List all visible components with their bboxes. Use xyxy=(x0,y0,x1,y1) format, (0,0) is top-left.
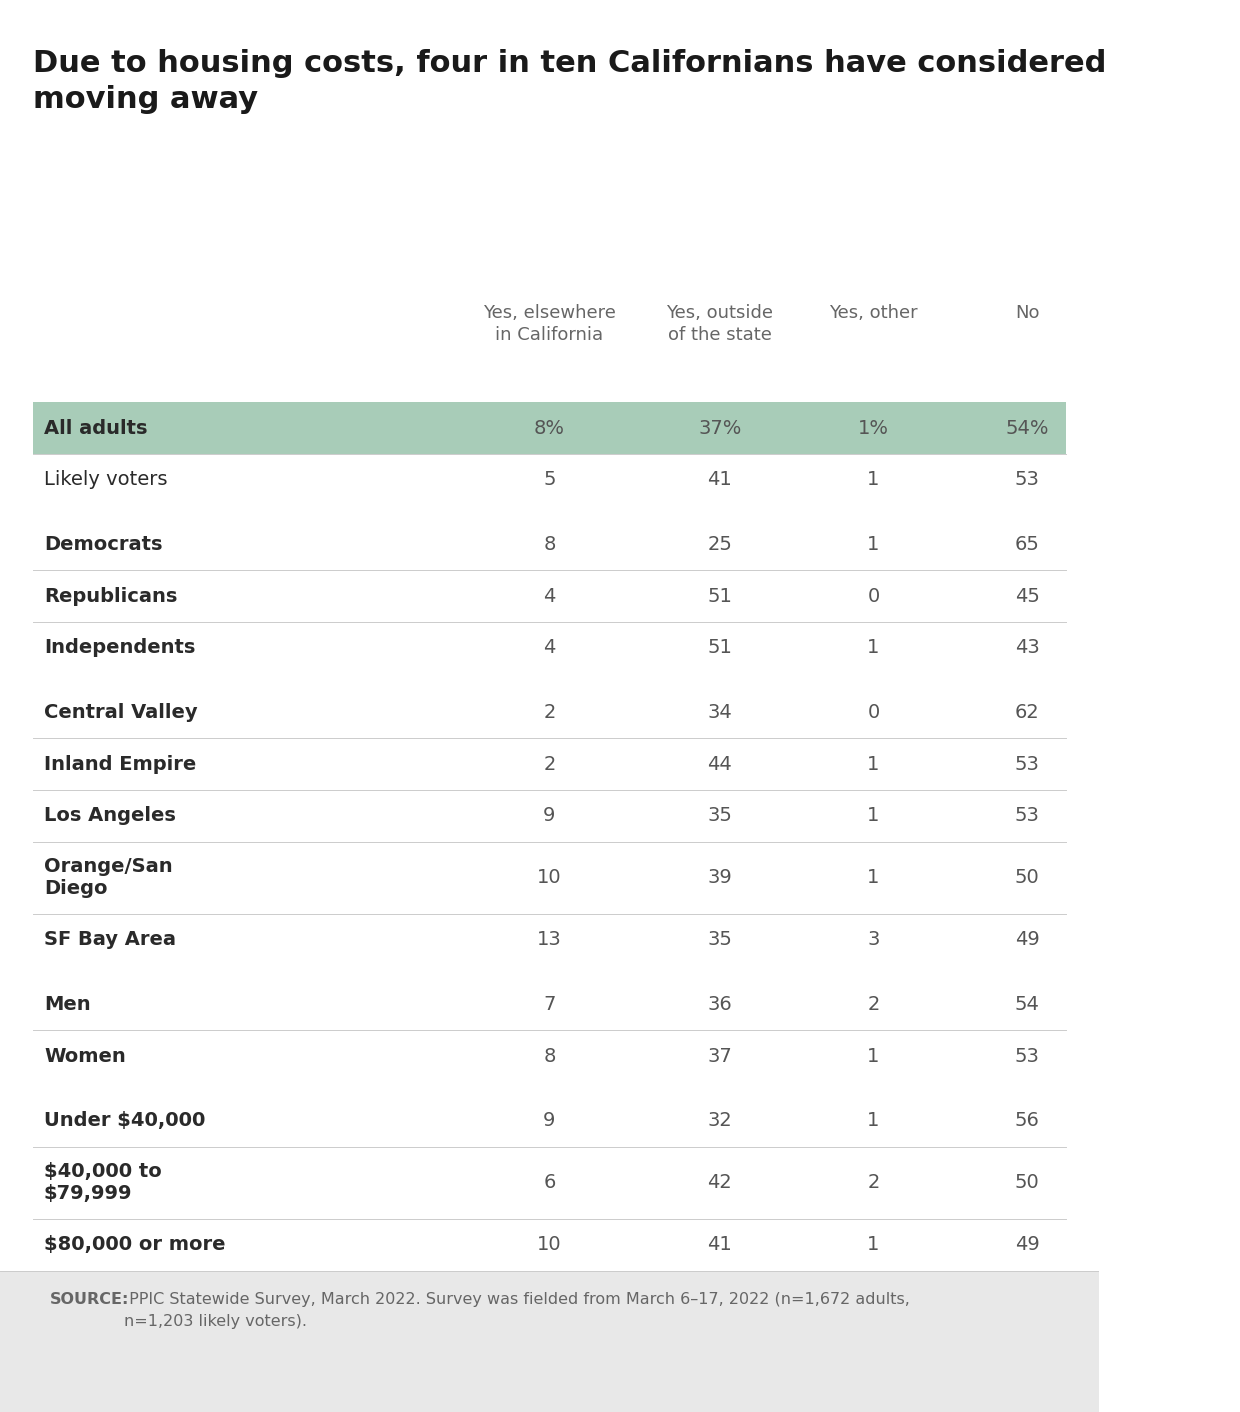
Bar xyxy=(0,1271,1099,1412)
Text: $40,000 to
$79,999: $40,000 to $79,999 xyxy=(43,1162,161,1203)
Text: Yes, outside
of the state: Yes, outside of the state xyxy=(666,304,774,343)
Text: 53: 53 xyxy=(1014,806,1040,826)
Text: SOURCE:: SOURCE: xyxy=(50,1292,129,1308)
Text: 1: 1 xyxy=(867,1046,879,1066)
Text: 65: 65 xyxy=(1014,535,1040,554)
Text: 43: 43 xyxy=(1016,638,1040,658)
Text: 5: 5 xyxy=(543,470,556,490)
Text: 1: 1 xyxy=(867,1111,879,1131)
Text: 1: 1 xyxy=(867,535,879,554)
Bar xyxy=(33,402,1066,455)
Text: 1: 1 xyxy=(867,1236,879,1254)
Text: 44: 44 xyxy=(707,755,732,774)
Text: 9: 9 xyxy=(543,806,556,826)
Text: 41: 41 xyxy=(707,1236,732,1254)
Text: 3: 3 xyxy=(867,931,879,949)
Text: No: No xyxy=(1016,304,1039,322)
Text: 34: 34 xyxy=(707,703,732,722)
Text: 0: 0 xyxy=(868,703,879,722)
Text: 36: 36 xyxy=(707,995,732,1014)
Text: 50: 50 xyxy=(1016,868,1040,888)
Text: 37: 37 xyxy=(707,1046,732,1066)
Text: 32: 32 xyxy=(707,1111,732,1131)
Text: 50: 50 xyxy=(1016,1173,1040,1192)
Text: 51: 51 xyxy=(707,638,732,658)
Text: 2: 2 xyxy=(867,1173,879,1192)
Text: 49: 49 xyxy=(1016,1236,1040,1254)
Text: 37%: 37% xyxy=(698,419,742,438)
Text: 53: 53 xyxy=(1014,755,1040,774)
Text: 6: 6 xyxy=(543,1173,556,1192)
Text: 2: 2 xyxy=(543,755,556,774)
Text: 1: 1 xyxy=(867,470,879,490)
Text: Republicans: Republicans xyxy=(43,587,177,606)
Text: 54: 54 xyxy=(1014,995,1040,1014)
Text: 62: 62 xyxy=(1016,703,1040,722)
Text: 2: 2 xyxy=(543,703,556,722)
Text: Orange/San
Diego: Orange/San Diego xyxy=(43,857,172,898)
Text: 49: 49 xyxy=(1016,931,1040,949)
Text: 10: 10 xyxy=(537,868,562,888)
Text: Los Angeles: Los Angeles xyxy=(43,806,176,826)
Text: 8: 8 xyxy=(543,1046,556,1066)
Text: 1: 1 xyxy=(867,638,879,658)
Text: Women: Women xyxy=(43,1046,125,1066)
Text: All adults: All adults xyxy=(43,419,148,438)
Text: 1%: 1% xyxy=(858,419,889,438)
Text: 8: 8 xyxy=(543,535,556,554)
Text: 1: 1 xyxy=(867,806,879,826)
Text: SF Bay Area: SF Bay Area xyxy=(43,931,176,949)
Text: 35: 35 xyxy=(707,931,732,949)
Text: 54%: 54% xyxy=(1006,419,1049,438)
Text: 7: 7 xyxy=(543,995,556,1014)
Text: 1: 1 xyxy=(867,755,879,774)
Text: Due to housing costs, four in ten Californians have considered
moving away: Due to housing costs, four in ten Califo… xyxy=(33,49,1106,114)
Text: PPIC Statewide Survey, March 2022. Survey was fielded from March 6–17, 2022 (n=1: PPIC Statewide Survey, March 2022. Surve… xyxy=(124,1292,910,1329)
Text: $80,000 or more: $80,000 or more xyxy=(43,1236,226,1254)
Text: Central Valley: Central Valley xyxy=(43,703,197,722)
Text: Independents: Independents xyxy=(43,638,196,658)
Text: 9: 9 xyxy=(543,1111,556,1131)
Text: Democrats: Democrats xyxy=(43,535,162,554)
Text: Under $40,000: Under $40,000 xyxy=(43,1111,206,1131)
Text: 56: 56 xyxy=(1014,1111,1040,1131)
Text: 41: 41 xyxy=(707,470,732,490)
Text: 8%: 8% xyxy=(534,419,565,438)
Text: Men: Men xyxy=(43,995,91,1014)
Text: 13: 13 xyxy=(537,931,562,949)
Text: 35: 35 xyxy=(707,806,732,826)
Text: Inland Empire: Inland Empire xyxy=(43,755,196,774)
Text: 4: 4 xyxy=(543,638,556,658)
Text: 10: 10 xyxy=(537,1236,562,1254)
Text: 42: 42 xyxy=(707,1173,732,1192)
Text: 39: 39 xyxy=(707,868,732,888)
Text: Yes, other: Yes, other xyxy=(830,304,918,322)
Text: 45: 45 xyxy=(1014,587,1040,606)
Text: 53: 53 xyxy=(1014,470,1040,490)
Text: Likely voters: Likely voters xyxy=(43,470,167,490)
Text: 0: 0 xyxy=(868,587,879,606)
Text: 4: 4 xyxy=(543,587,556,606)
Text: 25: 25 xyxy=(707,535,732,554)
Text: 1: 1 xyxy=(867,868,879,888)
Text: 53: 53 xyxy=(1014,1046,1040,1066)
Text: 51: 51 xyxy=(707,587,732,606)
Text: Yes, elsewhere
in California: Yes, elsewhere in California xyxy=(482,304,616,343)
Text: 2: 2 xyxy=(867,995,879,1014)
